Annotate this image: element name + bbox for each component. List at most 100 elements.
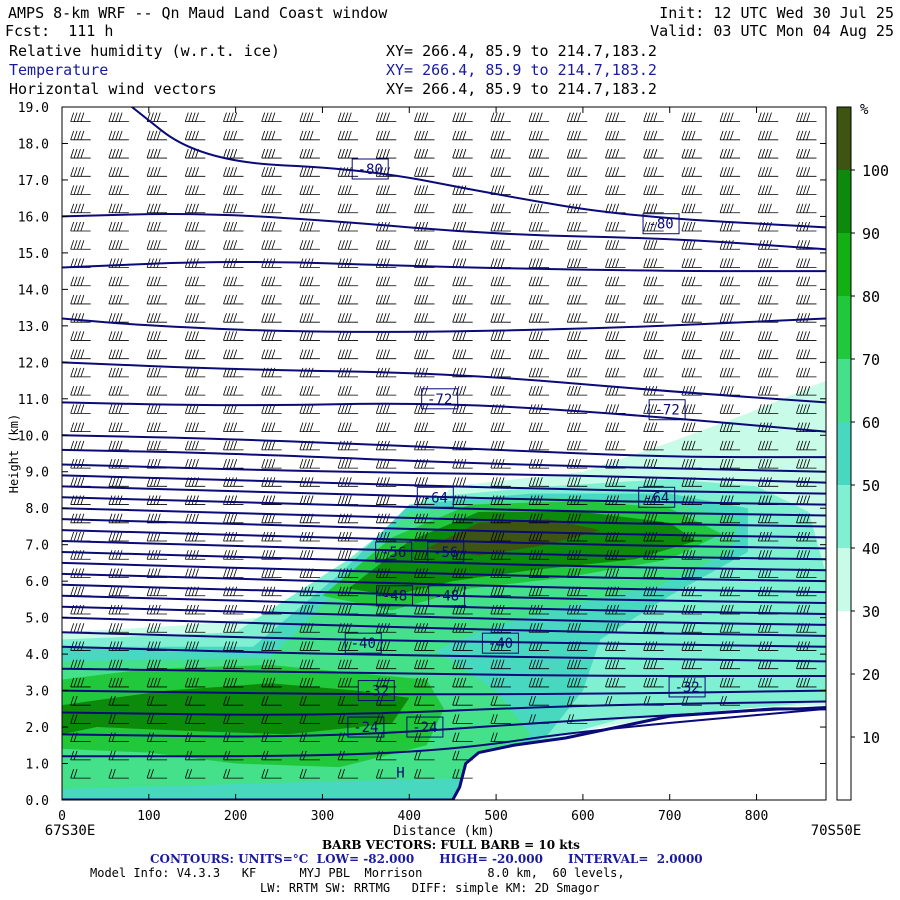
barb-flag [573, 313, 578, 323]
y-tick-label: 4.0 [26, 648, 49, 663]
barb-flag [462, 258, 467, 268]
barb-flag [535, 258, 540, 268]
barb-flag [77, 386, 81, 396]
barb-flag [799, 386, 804, 396]
barb-flag [723, 276, 727, 286]
barb-flag [615, 148, 620, 159]
barb-flag [577, 659, 581, 669]
barb-flag [726, 513, 731, 523]
barb-flag [299, 696, 304, 706]
barb-flag [681, 440, 686, 450]
barb-flag [761, 586, 766, 596]
barb-flag [191, 550, 196, 560]
barb-flag [108, 768, 113, 779]
barb-flag [414, 677, 418, 688]
barb-flag [490, 240, 495, 250]
barb-flag [195, 130, 199, 140]
barb-flag [261, 568, 266, 578]
barb-flag [417, 349, 422, 359]
barb-flag [344, 349, 349, 359]
barb-flag [156, 568, 161, 578]
barb-flag [490, 167, 495, 177]
barb-flag [799, 568, 804, 578]
barb-flag [271, 677, 276, 688]
barb-flag [108, 568, 113, 578]
barb-flag [264, 386, 269, 396]
barb-flag [573, 513, 578, 523]
barb-flag [493, 714, 498, 724]
barb-flag [455, 112, 460, 122]
barb-flag [115, 167, 120, 177]
barb-flag [115, 623, 120, 633]
barb-flag [535, 130, 540, 140]
barb-flag [691, 112, 696, 122]
barb-flag [500, 367, 505, 378]
contour-label-box [344, 632, 382, 654]
barb-flag [264, 458, 269, 469]
barb-flag [646, 112, 651, 122]
barb-flag [455, 641, 460, 651]
barb-flag [796, 513, 800, 523]
barb-flag [615, 112, 620, 122]
barb-flag [156, 477, 161, 487]
barb-flag [611, 495, 616, 505]
barb-flag [455, 203, 460, 213]
barb-flag [233, 641, 238, 651]
barb-flag [796, 240, 800, 250]
contour-label: -64 [423, 490, 448, 506]
barb-flag [729, 148, 734, 159]
barb-flag [118, 386, 123, 396]
barb-flag [150, 586, 154, 596]
barb-flag [424, 513, 429, 523]
barb-flag [646, 203, 651, 213]
barb-flag [302, 240, 307, 250]
barb-flag [150, 531, 154, 542]
barb-flag [344, 641, 349, 651]
barb-flag [719, 623, 724, 633]
colorbar-segment [837, 296, 851, 359]
barb-flag [337, 221, 342, 232]
barb-flag [150, 604, 154, 615]
barb-flag [414, 349, 418, 359]
barb-flag [70, 641, 75, 651]
barb-flag [264, 258, 269, 268]
barb-flag [497, 221, 502, 232]
barb-flag [309, 221, 314, 232]
barb-flag [191, 349, 196, 359]
barb-flag [538, 367, 543, 378]
barb-flag [764, 367, 769, 378]
barb-flag [150, 221, 154, 232]
barb-flag [80, 185, 85, 195]
barb-flag [118, 531, 123, 542]
barb-flag [691, 440, 696, 450]
barb-flag [188, 495, 193, 505]
barb-flag [226, 604, 231, 615]
temperature-contour [62, 550, 826, 572]
barb-flag [341, 714, 345, 724]
colorbar-segment [837, 359, 851, 422]
barb-flag [108, 112, 113, 122]
barb-flag [80, 130, 85, 140]
barb-flag [302, 112, 307, 122]
barb-flag [268, 203, 272, 213]
barb-flag [605, 367, 609, 378]
barb-flag [146, 349, 151, 359]
barb-flag [806, 167, 811, 177]
barb-flag [643, 258, 648, 268]
barb-flag [223, 185, 227, 195]
barb-flag [608, 513, 613, 523]
barb-flag [414, 258, 418, 268]
barb-flag [77, 130, 81, 140]
barb-flag [532, 659, 536, 669]
barb-flag [691, 586, 696, 596]
barb-flag [271, 167, 276, 177]
barb-flag [417, 112, 422, 122]
barb-flag [566, 331, 571, 341]
barb-flag [806, 586, 811, 596]
barb-flag [341, 604, 345, 615]
barb-flag [726, 112, 731, 122]
barb-flag [386, 221, 390, 232]
barb-flag [414, 768, 418, 779]
barb-flag [118, 221, 123, 232]
barb-flag [761, 495, 766, 505]
